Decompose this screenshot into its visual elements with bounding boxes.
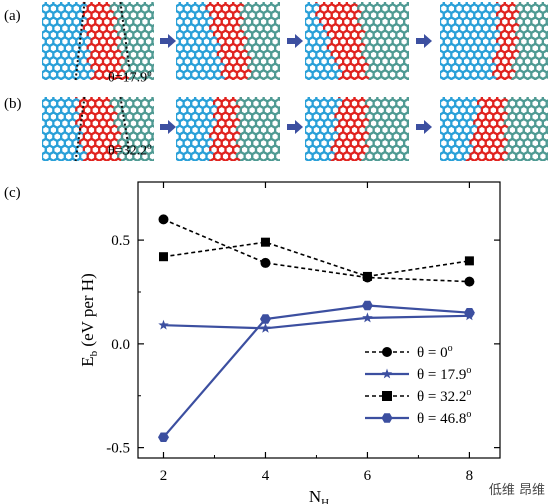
data-point: [158, 319, 169, 330]
legend: θ = 0o θ = 17.9o θ = 32.2o θ = 46.8o: [365, 343, 471, 427]
structure-images: [42, 1, 548, 162]
structure-block: [305, 97, 409, 161]
data-point: [260, 237, 270, 247]
legend-item: θ = 0o: [365, 343, 453, 361]
legend-label: θ = 46.8o: [417, 409, 471, 427]
structure-block: [42, 97, 154, 161]
watermark: 低维 昂维: [488, 483, 545, 498]
structure-block: [42, 2, 154, 80]
data-point: [464, 256, 474, 266]
x-tick-label: 6: [364, 468, 372, 484]
y-tick-label: -0.5: [106, 441, 130, 457]
structure-block: [440, 97, 548, 161]
legend-item: θ = 17.9o: [365, 365, 471, 383]
panel-label-b: (b): [4, 96, 22, 112]
series-line: [158, 310, 475, 333]
structure-block: [440, 2, 548, 80]
theta-label-a: θ=17.9o: [108, 68, 152, 86]
x-tick-label: 8: [466, 468, 474, 484]
data-point: [260, 314, 271, 324]
y-tick-label: 0.5: [111, 233, 130, 249]
data-point: [362, 271, 372, 281]
data-point: [260, 322, 271, 333]
panel-label-c: (c): [4, 185, 21, 201]
x-axis-label: NH: [309, 487, 329, 504]
panel-label-a: (a): [4, 8, 21, 24]
legend-label: θ = 17.9o: [417, 365, 471, 383]
data-point: [463, 308, 475, 318]
data-point: [158, 214, 169, 225]
data-point: [362, 312, 373, 323]
structure-block: [305, 2, 409, 80]
legend-label: θ = 32.2o: [417, 387, 471, 405]
data-point: [361, 300, 373, 311]
data-point: [464, 276, 475, 287]
data-point: [158, 432, 169, 442]
arrow-icon: [287, 120, 303, 134]
x-tick-label: 4: [262, 468, 270, 484]
series-line: [158, 300, 475, 442]
theta-label-b: θ=32.2o: [108, 141, 152, 159]
structure-block: [176, 97, 280, 161]
legend-item: θ = 32.2o: [365, 387, 471, 405]
arrow-icon: [416, 34, 432, 48]
data-point: [260, 257, 271, 268]
arrow-icon: [160, 34, 176, 48]
series-line: [158, 237, 474, 281]
data-point: [158, 252, 168, 262]
arrow-icon: [416, 120, 432, 134]
legend-label: θ = 0o: [417, 343, 453, 361]
arrow-icon: [287, 34, 303, 48]
structure-block: [176, 2, 280, 80]
legend-item: θ = 46.8o: [365, 409, 471, 427]
x-tick-label: 2: [160, 468, 168, 484]
y-axis-label: Eb (eV per H): [78, 273, 100, 366]
plot-frame: [137, 181, 501, 459]
arrow-icon: [160, 120, 176, 134]
y-tick-label: 0.0: [111, 337, 130, 353]
